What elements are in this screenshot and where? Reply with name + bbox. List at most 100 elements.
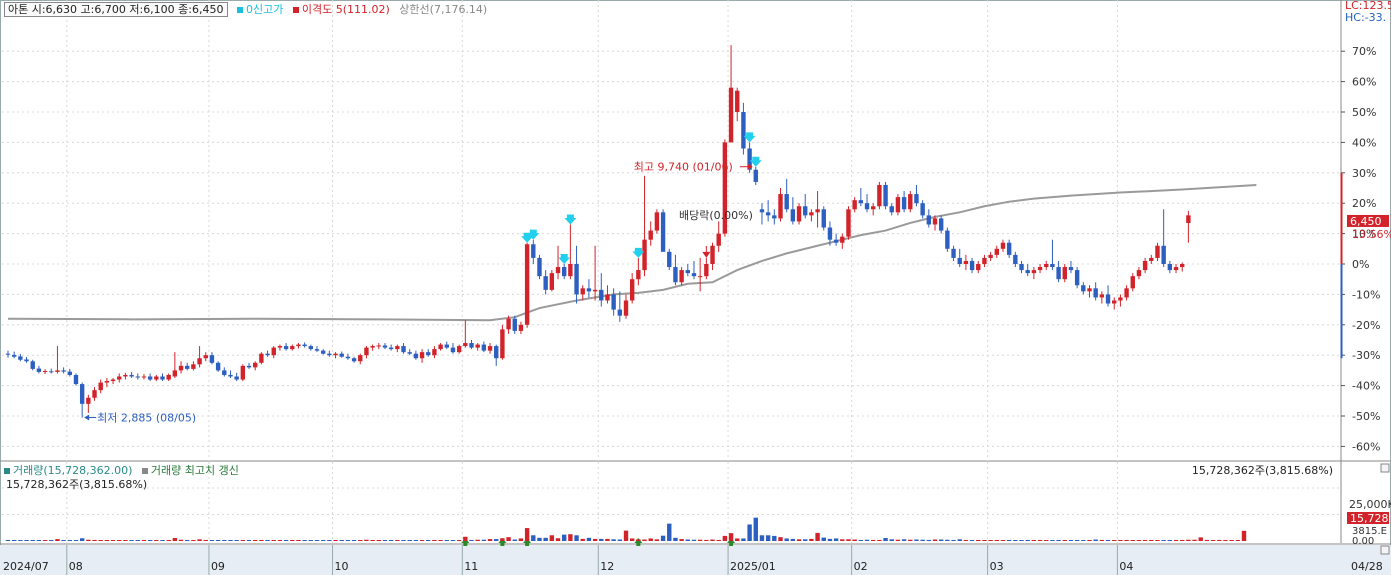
- volume-bar[interactable]: [1025, 540, 1030, 541]
- volume-bar[interactable]: [1099, 539, 1105, 541]
- candle[interactable]: [1031, 267, 1037, 280]
- volume-bar[interactable]: [654, 539, 660, 541]
- candle[interactable]: [772, 209, 777, 225]
- candle[interactable]: [172, 352, 178, 378]
- candle[interactable]: [469, 340, 474, 350]
- candle[interactable]: [901, 191, 907, 213]
- candle[interactable]: [24, 357, 29, 363]
- volume-bar[interactable]: [852, 539, 857, 541]
- volume-bar[interactable]: [494, 539, 499, 541]
- volume-bar[interactable]: [531, 535, 536, 541]
- volume-bar[interactable]: [796, 539, 802, 541]
- candle[interactable]: [920, 200, 925, 219]
- volume-bar[interactable]: [86, 539, 91, 541]
- candle[interactable]: [765, 200, 771, 222]
- volume-bar[interactable]: [283, 540, 289, 541]
- volume-bar[interactable]: [79, 538, 85, 541]
- volume-bar[interactable]: [883, 538, 888, 541]
- volume-bar[interactable]: [141, 540, 147, 541]
- volume-bar[interactable]: [697, 539, 703, 541]
- volume-bar[interactable]: [599, 538, 604, 541]
- candle[interactable]: [623, 294, 629, 319]
- volume-bar[interactable]: [871, 539, 876, 541]
- candle[interactable]: [240, 364, 246, 382]
- candle[interactable]: [543, 270, 548, 295]
- candle[interactable]: [147, 373, 153, 382]
- candle[interactable]: [185, 362, 190, 371]
- candle[interactable]: [203, 352, 208, 362]
- candle[interactable]: [549, 270, 555, 292]
- candle[interactable]: [327, 350, 332, 357]
- candle[interactable]: [506, 315, 511, 334]
- candle[interactable]: [382, 343, 388, 350]
- volume-bar[interactable]: [1062, 540, 1067, 541]
- volume-bar[interactable]: [191, 540, 196, 541]
- volume-bar[interactable]: [827, 538, 833, 541]
- candle[interactable]: [1050, 239, 1055, 271]
- candle[interactable]: [599, 273, 604, 307]
- volume-bar[interactable]: [617, 539, 623, 541]
- volume-bar[interactable]: [1056, 540, 1061, 541]
- volume-bar[interactable]: [444, 540, 449, 541]
- volume-bar[interactable]: [135, 540, 140, 541]
- volume-bar[interactable]: [679, 539, 684, 541]
- volume-bar[interactable]: [1210, 540, 1216, 541]
- volume-bar[interactable]: [747, 524, 752, 541]
- candle[interactable]: [401, 343, 406, 354]
- candle[interactable]: [1173, 264, 1179, 274]
- volume-bar[interactable]: [914, 539, 919, 541]
- volume-bar[interactable]: [265, 540, 270, 541]
- volume-legend-label[interactable]: 거래량(15,728,362.00): [13, 464, 133, 477]
- volume-bar[interactable]: [24, 540, 29, 541]
- candle[interactable]: [574, 245, 579, 304]
- candle[interactable]: [1000, 239, 1006, 252]
- volume-bar[interactable]: [209, 540, 215, 541]
- candle[interactable]: [265, 350, 270, 357]
- axis-close-icon[interactable]: [1380, 545, 1390, 555]
- candle[interactable]: [741, 102, 746, 155]
- volume-bar[interactable]: [969, 540, 975, 541]
- candle[interactable]: [432, 346, 437, 359]
- candle[interactable]: [512, 315, 517, 334]
- candle[interactable]: [494, 344, 499, 366]
- volume-bar[interactable]: [846, 539, 851, 541]
- volume-bar[interactable]: [938, 539, 944, 541]
- candle[interactable]: [450, 343, 456, 354]
- volume-bar[interactable]: [864, 539, 870, 541]
- candle[interactable]: [784, 178, 789, 213]
- candle[interactable]: [580, 285, 585, 301]
- candle[interactable]: [778, 188, 783, 222]
- volume-bar[interactable]: [36, 540, 42, 541]
- volume-bar[interactable]: [197, 539, 202, 541]
- volume-bar[interactable]: [951, 539, 956, 541]
- volume-bar[interactable]: [178, 539, 184, 541]
- candle[interactable]: [667, 248, 672, 271]
- candle[interactable]: [932, 215, 938, 231]
- candle[interactable]: [104, 378, 110, 388]
- candle[interactable]: [1118, 294, 1123, 307]
- volume-bar[interactable]: [778, 537, 783, 541]
- volume-bar[interactable]: [42, 540, 48, 541]
- volume-bar[interactable]: [240, 539, 246, 541]
- volume-bar[interactable]: [500, 538, 505, 541]
- volume-bar[interactable]: [506, 537, 511, 541]
- volume-bar[interactable]: [314, 540, 320, 541]
- volume-bar[interactable]: [1031, 540, 1037, 541]
- volume-bar[interactable]: [438, 540, 443, 541]
- volume-bar[interactable]: [1192, 539, 1197, 541]
- candle[interactable]: [1167, 260, 1173, 274]
- candle[interactable]: [629, 273, 635, 304]
- candle[interactable]: [883, 181, 888, 210]
- candle[interactable]: [1006, 239, 1012, 258]
- candle[interactable]: [444, 341, 449, 350]
- volume-bar[interactable]: [203, 539, 208, 541]
- candle[interactable]: [277, 344, 283, 351]
- volume-bar[interactable]: [370, 540, 375, 541]
- volume-bar[interactable]: [1161, 540, 1166, 541]
- candle[interactable]: [92, 387, 97, 401]
- volume-bar[interactable]: [908, 539, 913, 541]
- candle[interactable]: [611, 288, 616, 316]
- volume-bar[interactable]: [1081, 540, 1086, 541]
- volume-bar[interactable]: [481, 539, 487, 541]
- candle[interactable]: [302, 342, 307, 348]
